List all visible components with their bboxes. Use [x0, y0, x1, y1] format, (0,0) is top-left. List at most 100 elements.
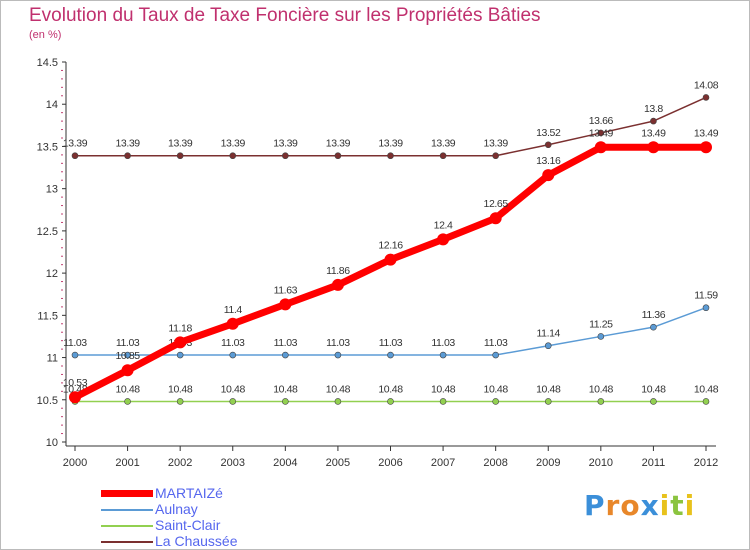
data-label: 10.48	[273, 383, 298, 395]
y-tick-label: 12.5	[37, 226, 58, 238]
data-label: 13.49	[641, 127, 666, 139]
data-point	[387, 398, 394, 405]
chart-unit-label: (en %)	[29, 29, 62, 41]
legend-item: Saint-Clair	[101, 517, 321, 533]
data-label: 11.03	[63, 337, 87, 349]
y-tick-label: 11.5	[37, 310, 58, 322]
x-tick-label: 2006	[378, 457, 402, 469]
data-label: 13.49	[694, 127, 719, 139]
data-point	[544, 342, 552, 350]
data-label: 10.48	[641, 383, 666, 395]
x-tick-label: 2005	[326, 457, 350, 469]
brand-letter: o	[620, 489, 641, 522]
data-point	[387, 152, 394, 160]
data-point	[439, 351, 447, 359]
x-tick-label: 2000	[63, 457, 87, 469]
data-point	[702, 304, 710, 312]
y-tick-label: 13.5	[37, 141, 58, 153]
x-tick-label: 2008	[483, 457, 507, 469]
brand-letter: x	[640, 489, 660, 522]
data-label: 11.4	[224, 304, 243, 316]
data-label: 13.39	[63, 138, 88, 150]
data-point	[597, 398, 605, 405]
y-tick-label: 14	[46, 99, 58, 111]
data-point	[174, 336, 187, 349]
data-label: 13.52	[536, 127, 561, 139]
data-label: 13.39	[431, 138, 456, 150]
data-label: 11.03	[379, 337, 403, 349]
data-label: 11.59	[694, 290, 718, 302]
data-point	[69, 391, 81, 404]
data-label: 13.39	[273, 138, 298, 150]
x-tick-label: 2011	[642, 457, 666, 469]
data-label: 11.03	[484, 337, 508, 349]
legend-label: Aulnay	[155, 501, 198, 517]
data-label: 11.86	[326, 265, 350, 277]
data-label: 10.85	[115, 350, 140, 362]
data-point	[544, 398, 552, 405]
data-point	[594, 141, 607, 154]
data-label: 10.48	[115, 383, 140, 395]
data-label: 14.08	[694, 79, 719, 91]
data-point	[229, 351, 237, 359]
data-point	[226, 317, 239, 330]
data-point	[439, 398, 447, 405]
data-label: 13.39	[115, 138, 140, 150]
data-point	[492, 398, 499, 405]
data-label: 13.39	[168, 138, 193, 150]
legend-item: MARTAIZé	[101, 485, 321, 501]
data-point	[542, 169, 555, 182]
chart-title: Evolution du Taux de Taxe Foncière sur l…	[29, 5, 541, 26]
legend-label: MARTAIZé	[155, 485, 223, 501]
y-tick-label: 12	[46, 268, 58, 280]
brand-letter: t	[670, 489, 685, 522]
data-point	[492, 351, 499, 359]
data-point	[282, 398, 289, 405]
data-label: 10.48	[168, 383, 193, 395]
data-point	[71, 152, 79, 160]
data-point	[229, 398, 237, 405]
data-label: 11.25	[589, 318, 613, 330]
brand-letter: i	[684, 489, 696, 522]
data-point	[331, 278, 344, 291]
data-label: 10.48	[694, 383, 719, 395]
y-tick-label: 14.5	[37, 57, 58, 69]
data-label: 10.53	[63, 377, 88, 389]
data-point	[700, 141, 712, 154]
legend-label: La Chaussée	[155, 533, 238, 549]
data-point	[492, 152, 499, 160]
data-point	[279, 298, 292, 311]
data-label: 13.8	[644, 103, 663, 115]
brand-logo: Proxiti	[584, 489, 695, 522]
data-point	[597, 333, 605, 340]
data-label: 10.48	[589, 383, 614, 395]
data-label: 13.39	[326, 138, 351, 150]
series-line-0	[73, 143, 706, 401]
data-label: 12.4	[434, 219, 453, 231]
data-label: 10.48	[431, 383, 456, 395]
data-label: 10.48	[484, 383, 509, 395]
data-label: 10.48	[221, 383, 246, 395]
data-label: 13.39	[484, 138, 509, 150]
data-point	[650, 398, 657, 405]
legend-swatch	[101, 509, 153, 511]
data-point	[282, 152, 289, 160]
data-point	[439, 152, 447, 160]
x-tick-label: 2009	[536, 457, 560, 469]
data-point	[437, 233, 450, 246]
legend-item: Aulnay	[101, 501, 321, 517]
data-label: 10.48	[326, 383, 351, 395]
data-label: 11.03	[274, 337, 298, 349]
data-label: 13.16	[536, 155, 561, 167]
legend-label: Saint-Clair	[155, 517, 221, 533]
legend-swatch	[101, 525, 153, 527]
y-tick-label: 10	[46, 437, 58, 449]
data-point	[334, 351, 342, 359]
data-label: 11.14	[537, 328, 561, 340]
data-point	[71, 351, 79, 359]
y-tick-label: 11	[47, 353, 58, 365]
legend-item: La Chaussée	[101, 533, 321, 549]
data-point	[702, 398, 710, 405]
data-point	[384, 253, 397, 266]
